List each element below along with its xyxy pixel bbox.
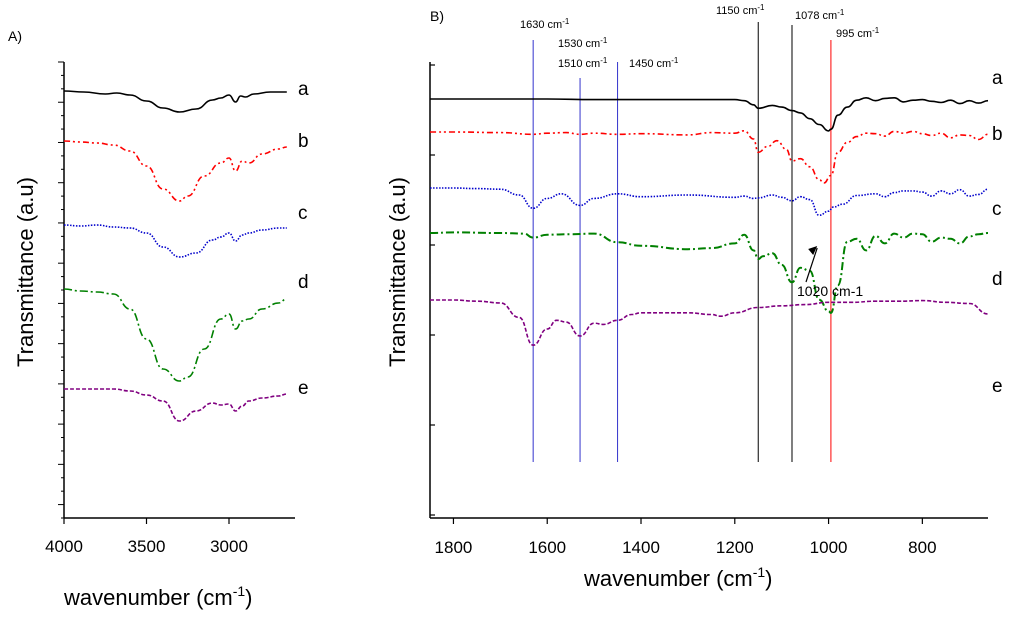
series-line-c xyxy=(430,187,989,217)
x-tick-label: 1600 xyxy=(528,538,566,557)
panel-a-chart: A) Transmittance (a.u) 4000 3500 3000 a b c d… xyxy=(8,28,309,610)
series-label-a: a xyxy=(298,79,309,100)
series-label-e: e xyxy=(992,376,1003,397)
series-label-e: e xyxy=(298,378,309,399)
x-tick-label: 3000 xyxy=(210,537,248,556)
panel-b-chart: B) Transmittance (a.u) 1800 1600 1400 1200 1… xyxy=(385,3,1003,591)
reference-line-label-1630: 1630 cm-1 xyxy=(520,17,570,31)
x-tick-label: 1200 xyxy=(716,538,754,557)
series-line-a xyxy=(63,90,287,113)
series-line-d xyxy=(63,288,287,382)
series-label-c: c xyxy=(992,199,1002,220)
x-tick-label: 800 xyxy=(908,538,936,557)
series-label-a: a xyxy=(992,68,1003,89)
x-tick-label: 1800 xyxy=(435,538,473,557)
peak-label-1510: 1510 cm-1 xyxy=(558,56,608,70)
series-line-b xyxy=(63,140,287,202)
annotation-arrow xyxy=(805,247,818,283)
annotation-arrowhead xyxy=(808,246,818,255)
reference-line-label-1450: 1450 cm-1 xyxy=(629,56,679,70)
panel-a-x-axis-label: wavenumber (cm-1) xyxy=(63,583,253,610)
reference-line-label-995: 995 cm-1 xyxy=(836,26,880,40)
series-line-e xyxy=(429,299,989,347)
series-label-b: b xyxy=(992,124,1003,145)
series-label-c: c xyxy=(298,203,308,224)
series-line-b xyxy=(430,129,989,184)
series-line-d xyxy=(429,231,989,315)
reference-line-label-1078: 1078 cm-1 xyxy=(795,8,845,22)
reference-line-label-1150: 1150 cm-1 xyxy=(716,3,765,17)
series-label-d: d xyxy=(298,272,309,293)
x-tick-label: 4000 xyxy=(45,537,83,556)
panel-b-x-axis-label: wavenumber (cm-1) xyxy=(583,564,773,591)
x-tick-label: 1000 xyxy=(810,538,848,557)
panel-a-tag: A) xyxy=(8,28,22,44)
panel-a-y-axis-label: Transmittance (a.u) xyxy=(13,177,38,367)
panel-b-y-axis-label: Transmittance (a.u) xyxy=(385,177,410,367)
series-line-a xyxy=(429,96,989,132)
series-label-b: b xyxy=(298,131,309,152)
reference-line-label-1530: 1530 cm-1 xyxy=(558,36,608,50)
series-label-d: d xyxy=(992,269,1003,290)
series-line-e xyxy=(64,388,287,422)
x-tick-label: 1400 xyxy=(622,538,660,557)
panel-b-tag: B) xyxy=(430,8,444,24)
annotation-label-1020: 1020 cm-1 xyxy=(797,283,863,299)
x-tick-label: 3500 xyxy=(128,537,166,556)
series-line-c xyxy=(63,224,287,258)
